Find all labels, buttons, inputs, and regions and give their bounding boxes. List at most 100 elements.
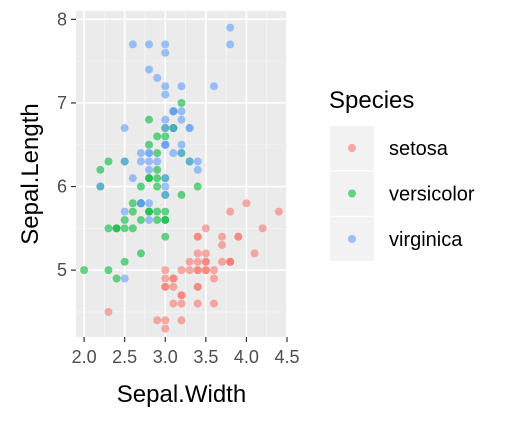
- data-point-setosa: [161, 316, 170, 325]
- y-tick-label: 7: [57, 93, 67, 113]
- data-point-virginica: [169, 107, 178, 116]
- data-point-virginica: [120, 207, 129, 216]
- legend-swatch-setosa: [348, 144, 356, 152]
- data-point-versicolor: [128, 224, 137, 233]
- data-point-virginica: [177, 140, 186, 149]
- data-point-virginica: [153, 73, 162, 82]
- data-point-versicolor: [193, 182, 202, 191]
- data-point-versicolor: [161, 207, 170, 216]
- data-point-setosa: [193, 232, 202, 241]
- data-point-setosa: [104, 307, 113, 316]
- data-point-versicolor: [145, 207, 154, 216]
- data-point-setosa: [185, 257, 194, 266]
- data-point-virginica: [161, 140, 170, 149]
- data-point-versicolor: [161, 215, 170, 224]
- data-point-versicolor: [104, 266, 113, 275]
- data-point-virginica: [145, 215, 154, 224]
- data-point-setosa: [218, 241, 227, 250]
- data-point-setosa: [193, 282, 202, 291]
- data-point-versicolor: [120, 257, 129, 266]
- data-point-versicolor: [96, 165, 105, 174]
- data-point-virginica: [193, 165, 202, 174]
- data-points: [80, 23, 283, 333]
- data-point-setosa: [169, 299, 178, 308]
- data-point-virginica: [161, 182, 170, 191]
- data-point-virginica: [185, 157, 194, 166]
- data-point-versicolor: [145, 174, 154, 183]
- legend-items: setosa versicolor virginica: [330, 126, 475, 261]
- data-point-virginica: [161, 90, 170, 99]
- data-point-virginica: [193, 157, 202, 166]
- data-point-virginica: [169, 149, 178, 158]
- y-tick-label: 8: [57, 9, 67, 29]
- data-point-setosa: [185, 266, 194, 275]
- data-point-versicolor: [104, 224, 113, 233]
- data-point-virginica: [161, 48, 170, 57]
- data-point-virginica: [161, 40, 170, 49]
- legend-swatch-virginica: [348, 235, 356, 243]
- data-point-setosa: [201, 257, 210, 266]
- data-point-virginica: [161, 115, 170, 124]
- data-point-virginica: [120, 157, 129, 166]
- x-axis-title: Sepal.Width: [117, 381, 246, 408]
- data-point-setosa: [234, 232, 243, 241]
- data-point-versicolor: [104, 157, 113, 166]
- x-tick-label: 2.5: [112, 347, 137, 367]
- data-point-setosa: [161, 282, 170, 291]
- data-point-setosa: [201, 249, 210, 258]
- data-point-setosa: [169, 282, 178, 291]
- data-point-virginica: [185, 124, 194, 133]
- data-point-versicolor: [120, 215, 129, 224]
- legend: Species setosa versicolor virginica: [329, 87, 475, 261]
- data-point-setosa: [161, 266, 170, 275]
- data-point-setosa: [201, 266, 210, 275]
- data-point-virginica: [128, 40, 137, 49]
- data-point-versicolor: [153, 182, 162, 191]
- legend-title: Species: [329, 87, 414, 114]
- data-point-versicolor: [177, 190, 186, 199]
- data-point-versicolor: [112, 274, 121, 283]
- data-point-virginica: [161, 174, 170, 183]
- data-point-virginica: [161, 82, 170, 91]
- data-point-virginica: [177, 115, 186, 124]
- data-point-versicolor: [120, 224, 129, 233]
- data-point-setosa: [177, 291, 186, 300]
- data-point-setosa: [193, 257, 202, 266]
- x-tick-label: 2.0: [72, 347, 97, 367]
- data-point-setosa: [193, 299, 202, 308]
- data-point-virginica: [120, 274, 129, 283]
- data-point-virginica: [161, 124, 170, 133]
- data-point-setosa: [242, 199, 251, 208]
- y-tick-label: 5: [57, 260, 67, 280]
- data-point-versicolor: [128, 207, 137, 216]
- data-point-setosa: [218, 257, 227, 266]
- data-point-setosa: [161, 324, 170, 333]
- data-point-virginica: [169, 124, 178, 133]
- data-point-virginica: [96, 182, 105, 191]
- data-point-setosa: [177, 266, 186, 275]
- x-tick-label: 4.5: [274, 347, 299, 367]
- data-point-virginica: [136, 157, 145, 166]
- data-point-versicolor: [153, 215, 162, 224]
- data-point-versicolor: [128, 199, 137, 208]
- data-point-virginica: [145, 40, 154, 49]
- data-point-setosa: [209, 274, 218, 283]
- data-point-versicolor: [80, 266, 89, 275]
- data-point-setosa: [177, 316, 186, 325]
- x-axis: 2.0 2.5 3.0 3.5 4.0 4.5: [72, 337, 300, 367]
- data-point-versicolor: [136, 182, 145, 191]
- data-point-setosa: [250, 249, 259, 258]
- data-point-virginica: [177, 82, 186, 91]
- data-point-virginica: [120, 124, 129, 133]
- data-point-setosa: [201, 224, 210, 233]
- data-point-virginica: [177, 149, 186, 158]
- data-point-versicolor: [153, 174, 162, 183]
- x-tick-label: 4.0: [234, 347, 259, 367]
- data-point-virginica: [145, 157, 154, 166]
- data-point-virginica: [145, 149, 154, 158]
- data-point-setosa: [193, 249, 202, 258]
- data-point-virginica: [153, 157, 162, 166]
- data-point-setosa: [193, 266, 202, 275]
- data-point-setosa: [274, 207, 283, 216]
